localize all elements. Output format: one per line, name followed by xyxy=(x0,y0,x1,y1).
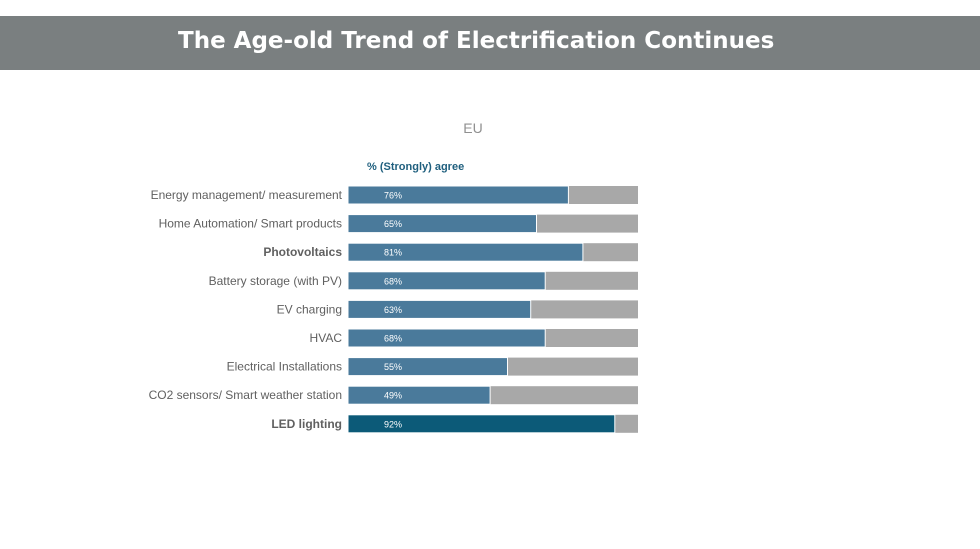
page-title: The Age-old Trend of Electrification Con… xyxy=(178,28,775,54)
category-label: HVAC xyxy=(310,331,343,345)
bar-value-label: 92% xyxy=(384,419,402,429)
category-label: EV charging xyxy=(277,302,342,316)
category-label: Photovoltaics xyxy=(263,245,342,259)
bar-agree xyxy=(347,271,546,291)
category-label: Electrical Installations xyxy=(227,360,342,374)
category-label: Energy management/ measurement xyxy=(151,188,343,202)
bar-value-label: 68% xyxy=(384,276,402,286)
bar-value-label: 65% xyxy=(384,219,402,229)
bar-agree xyxy=(347,385,491,405)
bar-agree xyxy=(347,328,546,348)
bar-value-label: 76% xyxy=(384,191,402,201)
category-label: CO2 sensors/ Smart weather station xyxy=(149,388,342,402)
bar-agree xyxy=(347,185,569,205)
bar-value-label: 63% xyxy=(384,305,402,315)
category-label: LED lighting xyxy=(271,417,342,431)
bar-agree xyxy=(347,357,508,377)
category-label: Home Automation/ Smart products xyxy=(159,217,342,231)
chart-subtitle: % (Strongly) agree xyxy=(367,161,465,173)
category-label: Battery storage (with PV) xyxy=(209,274,342,288)
bar-agree xyxy=(347,242,584,262)
bar-value-label: 55% xyxy=(384,362,402,372)
header-banner: The Age-old Trend of Electrification Con… xyxy=(0,16,980,70)
bar-value-label: 68% xyxy=(384,334,402,344)
bar-agree xyxy=(347,214,537,234)
bar-value-label: 81% xyxy=(384,248,402,258)
bar-value-label: 49% xyxy=(384,391,402,401)
chart-title: EU xyxy=(463,120,483,136)
bar-agree xyxy=(347,299,532,319)
bar-agree xyxy=(347,414,616,434)
